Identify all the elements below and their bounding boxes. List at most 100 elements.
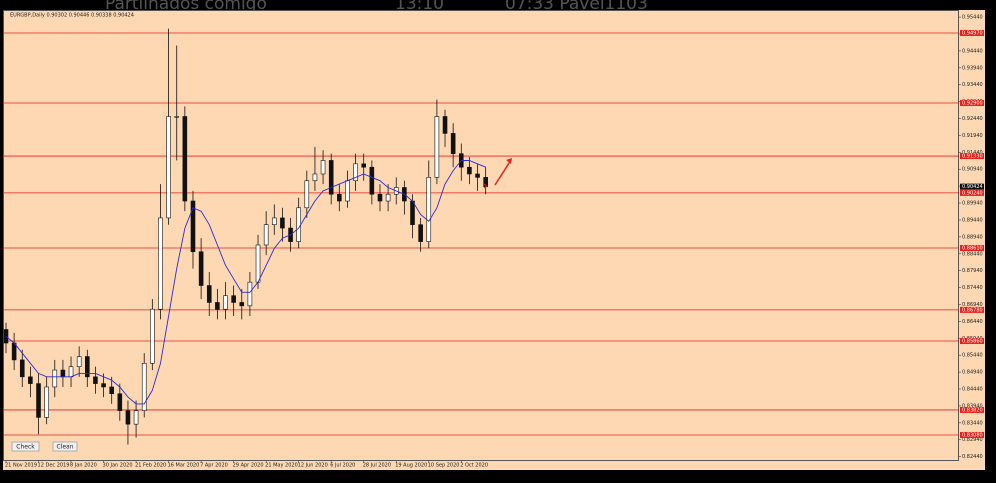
candle-body xyxy=(434,116,440,178)
candle-body xyxy=(450,133,456,154)
x-tick-label: 7 Apr 2020 xyxy=(200,463,228,469)
arrow xyxy=(494,159,512,186)
y-tick-label: 0.85440 xyxy=(962,353,983,359)
x-tick-label: 2 Oct 2020 xyxy=(460,463,488,469)
level-label: 0.86780 xyxy=(962,307,983,313)
button-label[interactable]: Check xyxy=(16,444,35,451)
candle-body xyxy=(231,295,236,303)
x-tick-label: 12 Jun 2020 xyxy=(298,463,328,469)
x-tick-label: 10 Sep 2020 xyxy=(428,463,460,469)
y-tick-label: 0.82940 xyxy=(962,437,983,443)
level-label: 0.94970 xyxy=(962,30,983,36)
level-label: 0.90240 xyxy=(962,190,983,196)
candle-body xyxy=(28,376,33,384)
y-tick-label: 0.91440 xyxy=(962,150,983,156)
button-box[interactable] xyxy=(52,441,78,452)
candle-body xyxy=(101,383,106,388)
candle-body xyxy=(353,163,358,182)
candle-body xyxy=(190,200,196,253)
candle-body xyxy=(150,308,155,364)
candle-body xyxy=(52,369,58,388)
y-tick-label: 0.83940 xyxy=(962,403,983,409)
candle-body xyxy=(304,180,310,209)
candle-body xyxy=(19,359,25,378)
top-overlay: Partilhados comigo 13:10 07:33 Pavel1103 xyxy=(105,0,648,14)
marker xyxy=(483,183,488,189)
y-tick-label: 0.93940 xyxy=(962,65,983,71)
candle-body xyxy=(239,302,245,307)
x-tick-label: 21 Nov 2019 xyxy=(5,463,37,469)
level-label: 0.83080 xyxy=(962,432,983,438)
candle-body xyxy=(361,163,367,168)
y-tick-label: 0.84940 xyxy=(962,370,983,376)
y-tick-label: 0.86940 xyxy=(962,302,983,308)
x-tick-label: 16 Mar 2020 xyxy=(168,463,200,469)
candle-body xyxy=(68,366,74,378)
arrow-head xyxy=(506,158,512,164)
x-tick-label: 21 Feb 2020 xyxy=(135,463,166,469)
level-label: 0.88610 xyxy=(962,246,983,252)
candle-body xyxy=(182,116,188,202)
level-label-box xyxy=(960,306,984,313)
button-box[interactable] xyxy=(11,441,40,452)
y-tick-label: 0.83440 xyxy=(962,420,983,426)
candle-body xyxy=(60,369,66,378)
candle-body xyxy=(418,224,423,242)
level-label-box xyxy=(960,406,984,413)
candle-body xyxy=(247,281,253,307)
clean-button[interactable]: Clean xyxy=(52,441,78,452)
candle-body xyxy=(369,166,375,195)
x-tick-label: 28 Jul 2020 xyxy=(363,463,391,469)
overlay-text: 07:33 Pavel1103 xyxy=(505,0,648,14)
x-tick-label: 6 Jul 2020 xyxy=(330,463,355,469)
candle-body xyxy=(117,393,123,411)
candle-body xyxy=(198,251,204,286)
y-tick-label: 0.89940 xyxy=(962,201,983,207)
candle-body xyxy=(11,342,17,361)
candle-body xyxy=(223,295,228,310)
level-label-box xyxy=(960,337,984,344)
y-tick-label: 0.84440 xyxy=(962,387,983,393)
candle-body xyxy=(44,386,49,418)
candle-body xyxy=(345,180,350,202)
candle-body xyxy=(76,356,82,367)
candle-body xyxy=(410,200,415,225)
x-tick-label: 29 Apr 2020 xyxy=(233,463,264,469)
y-tick-label: 0.90940 xyxy=(962,167,983,173)
y-tick-label: 0.89440 xyxy=(962,217,983,223)
level-label: 0.85860 xyxy=(962,338,983,344)
candle-body xyxy=(109,386,114,395)
candle-body xyxy=(467,166,472,175)
level-label-box xyxy=(960,431,984,438)
button-label[interactable]: Clean xyxy=(56,444,73,451)
moving-average xyxy=(5,160,486,405)
level-label: 0.83820 xyxy=(962,407,983,413)
candle-body xyxy=(296,207,301,242)
candle-body xyxy=(442,116,448,134)
overlay-text: Partilhados comigo xyxy=(105,0,267,14)
y-tick-label: 0.95440 xyxy=(962,15,983,21)
candle-body xyxy=(320,160,326,175)
y-tick-label: 0.91940 xyxy=(962,133,983,139)
y-tick-label: 0.82440 xyxy=(962,454,983,460)
candle-body xyxy=(36,383,41,418)
candle-body xyxy=(206,285,212,303)
y-tick-label: 0.87440 xyxy=(962,285,983,291)
candle-body xyxy=(280,217,285,229)
chart-background xyxy=(3,10,985,470)
x-tick-label: 30 Jan 2020 xyxy=(103,463,133,469)
chart-title: EURGBP,Daily 0.90302 0.90446 0.90338 0.9… xyxy=(10,13,134,19)
candle-body xyxy=(328,160,334,195)
candle-body xyxy=(174,116,180,118)
level-label: 0.91330 xyxy=(962,154,983,160)
candle-body xyxy=(125,410,131,425)
candle-body xyxy=(85,356,90,378)
x-tick-label: 21 May 2020 xyxy=(265,463,298,469)
check-button[interactable]: Check xyxy=(11,441,40,452)
level-label-box xyxy=(960,29,984,36)
candle-body xyxy=(426,177,432,242)
level-label-box xyxy=(960,189,984,196)
x-tick-label: 19 Aug 2020 xyxy=(395,463,427,469)
x-tick-label: 12 Dec 2019 xyxy=(38,463,70,469)
y-tick-label: 0.93440 xyxy=(962,82,983,88)
